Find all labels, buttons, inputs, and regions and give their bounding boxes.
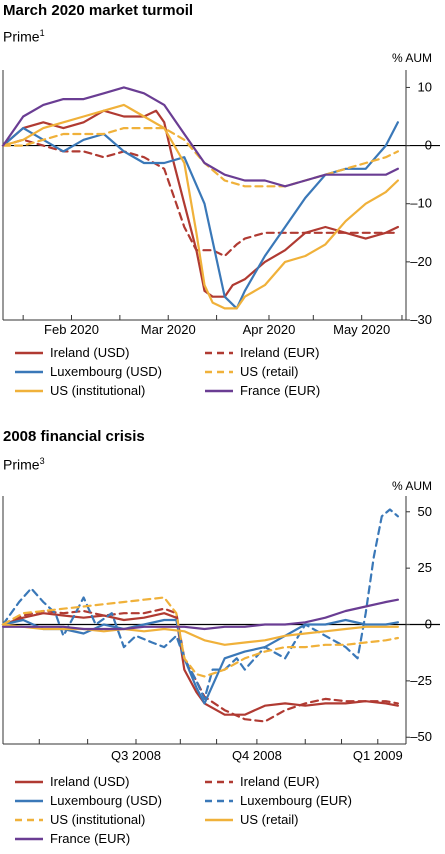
series-line-ireland-usd — [1, 109, 399, 298]
chart2-plot: Q3 2008 Q4 2008 Q1 2009 50 25 0 –25 –50 % AUM — [1, 479, 440, 763]
legend-swatch — [15, 837, 43, 840]
y-tick-label: 50 — [418, 504, 432, 519]
legend-item-us-retail: US (retail) — [204, 812, 299, 827]
legend-item-ireland-usd: Ireland (USD) — [14, 345, 129, 360]
legend-item-us-retail: US (retail) — [204, 364, 299, 379]
legend-swatch — [15, 351, 43, 354]
chart2-title: 2008 financial crisis — [3, 428, 145, 445]
legend-swatch — [15, 389, 43, 392]
legend-label: Ireland (EUR) — [240, 345, 320, 360]
legend-swatch — [15, 818, 43, 821]
legend-label: France (EUR) — [240, 383, 321, 398]
legend-label: Ireland (USD) — [50, 345, 130, 360]
legend-label: Luxembourg (USD) — [50, 364, 162, 379]
legend-item-luxembourg-usd: Luxembourg (USD) — [14, 364, 162, 379]
chart1-plot: Feb 2020 Mar 2020 Apr 2020 May 2020 10 0 –10 –2… — [1, 51, 440, 337]
y-tick-label: 0 — [425, 617, 432, 632]
legend-label: US (retail) — [240, 812, 299, 827]
legend-label: Ireland (EUR) — [240, 774, 320, 789]
series-line-luxembourg-eur — [1, 508, 399, 700]
series-line-france-eur — [1, 86, 399, 188]
x-tick-label: Apr 2020 — [243, 322, 296, 337]
series-line-ireland-eur — [1, 607, 399, 723]
unit-label: % AUM — [392, 479, 432, 493]
legend-swatch — [205, 818, 233, 821]
series-line-us-institutional — [1, 596, 399, 678]
series-line-ireland-eur — [1, 138, 399, 258]
legend-label: US (institutional) — [50, 812, 146, 827]
legend-item-us-institutional: US (institutional) — [14, 812, 145, 827]
series-line-ireland-usd — [1, 612, 399, 716]
unit-label: % AUM — [392, 51, 432, 65]
series-line-us-retail — [1, 623, 399, 646]
legend-label: Luxembourg (USD) — [50, 793, 162, 808]
legend-swatch — [205, 780, 233, 783]
chart2-subtitle: Prime3 — [3, 456, 45, 473]
chart2-legend: Ireland (USD) Ireland (EUR) Luxembourg (US… — [14, 774, 434, 854]
legend-swatch — [15, 780, 43, 783]
legend-swatch — [205, 351, 233, 354]
legend-item-france-eur: France (EUR) — [14, 831, 130, 846]
legend-item-us-institutional: US (institutional) — [14, 383, 145, 398]
x-tick-label: Mar 2020 — [141, 322, 196, 337]
y-tick-label: –20 — [410, 254, 432, 269]
y-tick-label: –10 — [410, 196, 432, 211]
x-tick-label: Q3 2008 — [111, 748, 161, 763]
legend-label: US (retail) — [240, 364, 299, 379]
legend-item-luxembourg-eur: Luxembourg (EUR) — [204, 793, 352, 808]
series-line-luxembourg-usd — [1, 618, 399, 705]
x-tick-label: Q4 2008 — [232, 748, 282, 763]
legend-swatch — [205, 389, 233, 392]
y-tick-label: 10 — [418, 79, 432, 94]
legend-item-france-eur: France (EUR) — [204, 383, 320, 398]
chart1-title: March 2020 market turmoil — [3, 2, 194, 19]
legend-item-ireland-eur: Ireland (EUR) — [204, 774, 319, 789]
legend-label: US (institutional) — [50, 383, 146, 398]
legend-swatch — [15, 370, 43, 373]
chart1-legend: Ireland (USD) Ireland (EUR) Luxembourg (US… — [14, 345, 434, 425]
x-tick-label: Feb 2020 — [44, 322, 99, 337]
y-tick-label: –30 — [410, 312, 432, 327]
y-tick-label: –50 — [410, 729, 432, 744]
series-line-luxembourg-usd — [1, 121, 399, 310]
legend-item-ireland-eur: Ireland (EUR) — [204, 345, 319, 360]
series-line-france-eur — [1, 598, 399, 631]
legend-item-luxembourg-usd: Luxembourg (USD) — [14, 793, 162, 808]
legend-swatch — [205, 370, 233, 373]
legend-label: Ireland (USD) — [50, 774, 130, 789]
y-tick-label: –25 — [410, 673, 432, 688]
chart1-subtitle: Prime1 — [3, 28, 45, 45]
legend-swatch — [205, 799, 233, 802]
y-tick-label: 25 — [418, 560, 432, 575]
legend-label: France (EUR) — [50, 831, 131, 846]
x-tick-label: May 2020 — [333, 322, 390, 337]
legend-item-ireland-usd: Ireland (USD) — [14, 774, 129, 789]
x-tick-label: Q1 2009 — [353, 748, 403, 763]
legend-label: Luxembourg (EUR) — [240, 793, 352, 808]
legend-swatch — [15, 799, 43, 802]
y-tick-label: 0 — [425, 138, 432, 153]
series-line-us-institutional — [1, 103, 399, 310]
